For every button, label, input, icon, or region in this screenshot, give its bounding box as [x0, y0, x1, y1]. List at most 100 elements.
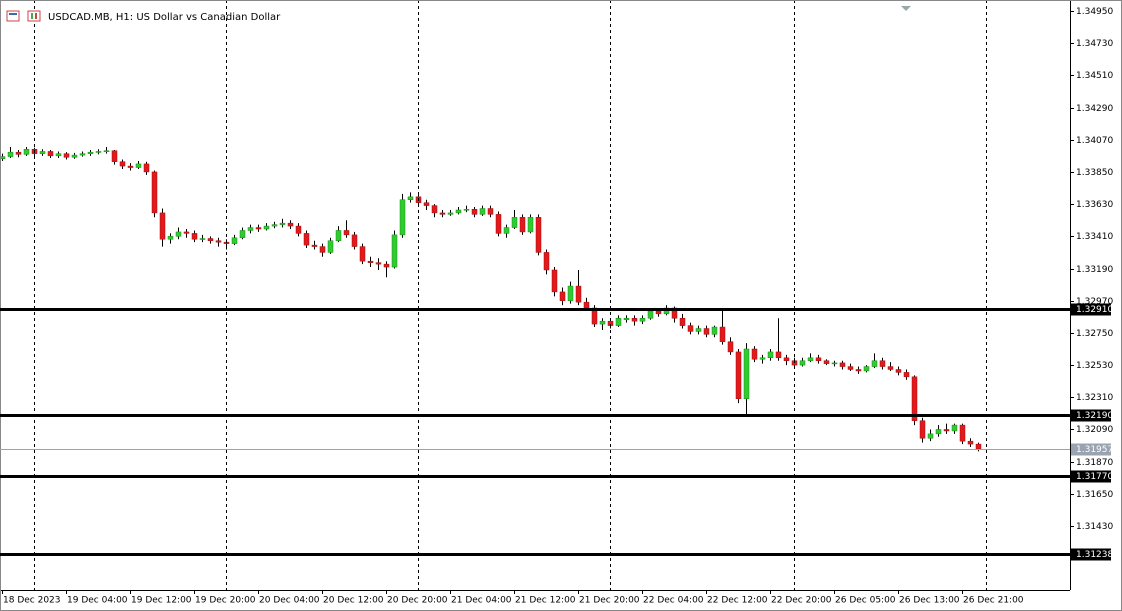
candle-body	[551, 269, 558, 293]
candle-body	[767, 351, 774, 359]
candle-body	[191, 233, 198, 240]
candle-body	[631, 318, 638, 322]
y-tick-label: 1.31430	[1076, 522, 1113, 532]
x-tick-label: 18 Dec 2023	[3, 596, 61, 606]
candle-body	[599, 320, 606, 325]
icon-part	[31, 13, 33, 19]
candle-body	[527, 217, 534, 233]
candle-body	[695, 328, 702, 332]
candle-body	[927, 433, 934, 439]
candle-body	[151, 171, 158, 214]
candle-body	[367, 260, 374, 263]
candle-body	[303, 233, 310, 246]
y-tick-label: 1.32090	[1076, 425, 1113, 435]
candle-body	[583, 301, 590, 309]
x-tick-label: 20 Dec 20:00	[387, 596, 448, 606]
x-tick-label: 19 Dec 20:00	[195, 596, 256, 606]
candle-body	[143, 163, 150, 173]
y-tick-label: 1.32970	[1076, 297, 1113, 307]
candle-body	[719, 326, 726, 342]
level-label: 1.31238	[1076, 550, 1113, 560]
candle-body	[895, 369, 902, 373]
candle-body	[431, 205, 438, 214]
candle-body	[447, 212, 454, 215]
candle-body	[463, 209, 470, 211]
candle-body	[359, 246, 366, 262]
candle-body	[103, 150, 110, 152]
plot-area	[0, 147, 982, 452]
candle-body	[79, 153, 86, 156]
candle-body	[47, 151, 54, 157]
candle-body	[919, 420, 926, 439]
candle-body	[207, 238, 214, 241]
candle-body	[535, 217, 542, 253]
level-tag	[1071, 303, 1111, 316]
candle-body	[959, 424, 966, 442]
candle-body	[159, 212, 166, 240]
candle-body	[951, 424, 958, 432]
candle-body	[135, 163, 142, 168]
candle-body	[39, 151, 46, 154]
candle-body	[167, 236, 174, 240]
level-label: 1.32910	[1076, 305, 1113, 315]
candle-body	[327, 240, 334, 253]
candle-body	[519, 217, 526, 233]
icon-part	[35, 13, 37, 19]
candle-body	[815, 357, 822, 361]
candle-body	[575, 285, 582, 303]
candle-body	[119, 161, 126, 167]
candle-body	[879, 360, 886, 367]
candle-body	[23, 149, 30, 155]
y-tick-label: 1.33630	[1076, 200, 1113, 210]
candle-body	[655, 310, 662, 315]
y-tick-label: 1.33190	[1076, 265, 1113, 275]
candle-body	[343, 230, 350, 236]
candle-body	[615, 318, 622, 326]
y-tick-label: 1.34510	[1076, 71, 1113, 81]
candle-body	[335, 230, 342, 241]
candle-body	[295, 225, 302, 234]
x-tick-label: 26 Dec 13:00	[899, 596, 960, 606]
candle-body	[127, 165, 134, 168]
candle-body	[63, 153, 70, 158]
candle-body	[871, 360, 878, 367]
candle-body	[455, 209, 462, 214]
candle-body	[231, 237, 238, 244]
candle-body	[511, 217, 518, 228]
candle-body	[743, 348, 750, 399]
candle-body	[423, 202, 430, 206]
candle-body	[503, 227, 510, 234]
y-tick-label: 1.34070	[1076, 136, 1113, 146]
candle-body	[439, 212, 446, 215]
y-tick-label: 1.34950	[1076, 7, 1113, 17]
candle-body	[703, 328, 710, 335]
y-tick-label: 1.31650	[1076, 490, 1113, 500]
candle-body	[759, 357, 766, 360]
candle-body	[175, 231, 182, 237]
candle-body	[247, 227, 254, 231]
candle-body	[279, 222, 286, 225]
candle-body	[943, 429, 950, 432]
candle-body	[55, 153, 62, 157]
candle-body	[559, 291, 566, 301]
current-price-label: 1.31957	[1076, 445, 1113, 455]
candle-body	[727, 341, 734, 353]
candle-body	[183, 231, 190, 234]
y-tick-label: 1.34730	[1076, 39, 1113, 49]
candle-body	[495, 214, 502, 234]
x-tick-label: 20 Dec 04:00	[259, 596, 320, 606]
candle-body	[0, 156, 6, 160]
y-tick-label: 1.33410	[1076, 232, 1113, 242]
candle-body	[647, 310, 654, 319]
candle-body	[487, 208, 494, 215]
candle-body	[975, 443, 982, 450]
candle-body	[383, 263, 390, 268]
candle-body	[375, 262, 382, 265]
x-tick-label: 19 Dec 12:00	[131, 596, 192, 606]
candle-body	[639, 318, 646, 322]
candle-body	[7, 151, 14, 157]
candle-body	[679, 318, 686, 326]
x-tick-label: 22 Dec 20:00	[771, 596, 832, 606]
y-tick-label: 1.31870	[1076, 458, 1113, 468]
